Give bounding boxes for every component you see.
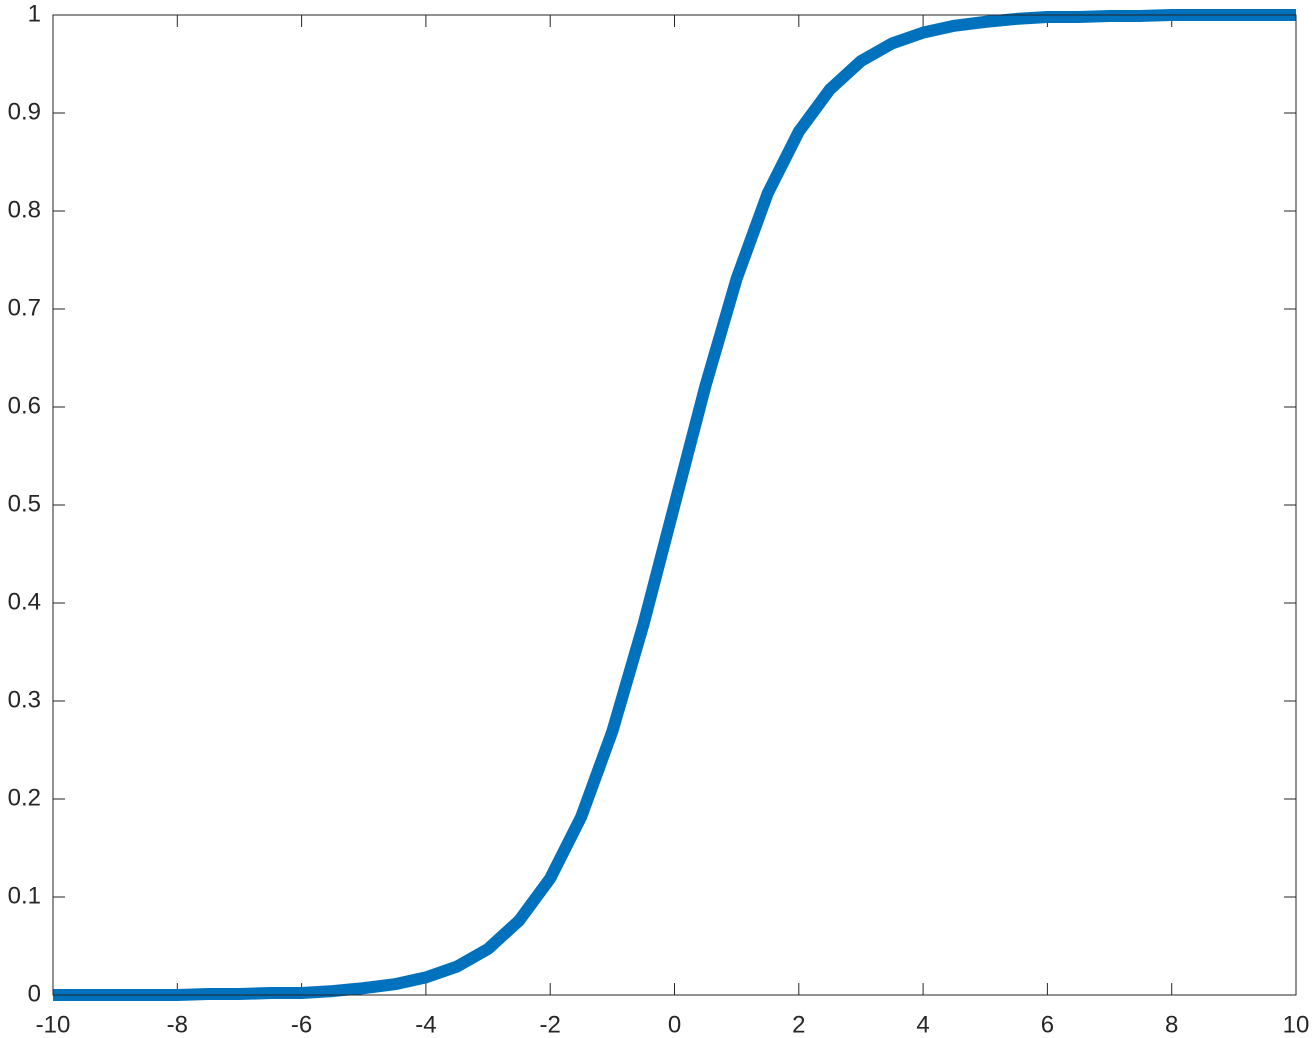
y-tick-label: 0.6: [8, 392, 41, 419]
x-tick-label: -2: [540, 1011, 561, 1038]
y-tick-label: 0.4: [8, 588, 41, 615]
line-series: [53, 9, 1296, 1001]
plot-frame: [52, 14, 1297, 996]
y-tick-label: 0.8: [8, 196, 41, 223]
x-tick-label: -8: [167, 1011, 188, 1038]
y-tick-label: 1: [28, 0, 41, 27]
y-tick-label: 0.2: [8, 784, 41, 811]
y-tick-label: 0.3: [8, 686, 41, 713]
y-tick-label: 0: [28, 980, 41, 1007]
x-tick-label: -10: [36, 1011, 71, 1038]
x-tick-label: -6: [291, 1011, 312, 1038]
y-tick-label: 0.1: [8, 882, 41, 909]
x-tick-label: 8: [1165, 1011, 1178, 1038]
x-tick-label: 10: [1283, 1011, 1310, 1038]
y-tick-label: 0.5: [8, 490, 41, 517]
x-tick-label: -4: [415, 1011, 436, 1038]
x-tick-label: 2: [792, 1011, 805, 1038]
y-tick-label: 0.9: [8, 98, 41, 125]
x-tick-label: 6: [1041, 1011, 1054, 1038]
x-tick-label: 4: [916, 1011, 929, 1038]
x-tick-label: 0: [668, 1011, 681, 1038]
y-tick-label: 0.7: [8, 294, 41, 321]
